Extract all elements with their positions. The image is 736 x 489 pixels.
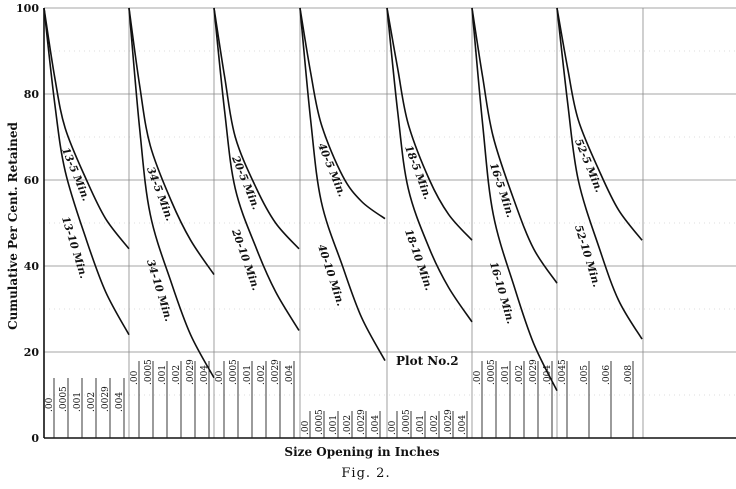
plot-label: Plot No.2 <box>396 354 459 368</box>
series-label: 52-10 Min. <box>572 224 602 289</box>
size-opening-label: .006 <box>602 365 612 385</box>
data-series <box>43 7 643 392</box>
size-opening-label: .002 <box>430 415 440 435</box>
size-opening-label: .0005 <box>487 359 497 385</box>
size-opening-label: .001 <box>73 392 83 412</box>
series-label: 13-10 Min. <box>59 215 89 280</box>
size-opening-label: .004 <box>115 392 125 412</box>
size-opening-label: .002 <box>343 415 353 435</box>
size-opening-label: .0029 <box>444 409 454 435</box>
series-line <box>43 7 130 250</box>
size-opening-label: .0029 <box>357 409 367 435</box>
size-opening-label: .002 <box>87 392 97 412</box>
series-line <box>471 7 558 392</box>
size-opening-label: .0005 <box>59 386 69 412</box>
y-axis-label: Cumulative Per Cent. Retained <box>6 121 20 329</box>
y-tick-labels: 0 20 40 60 80 100 <box>16 2 39 445</box>
x-axis-label: Size Opening in Inches <box>284 445 439 459</box>
series-label: 16-10 Min. <box>487 260 516 325</box>
size-opening-label: .004 <box>285 365 295 385</box>
size-opening-label: .00 <box>473 370 483 385</box>
size-opening-label: .00 <box>130 370 140 385</box>
figure-caption: Fig. 2. <box>341 466 390 481</box>
series-line <box>386 7 473 241</box>
series-line <box>43 7 130 336</box>
series-label: 40-5 Min. <box>315 141 348 198</box>
size-opening-label: .002 <box>515 365 525 385</box>
series-line <box>556 7 643 340</box>
series-line <box>471 7 558 284</box>
size-opening-label: .0005 <box>144 359 154 385</box>
size-opening-label: .0005 <box>402 409 412 435</box>
series-line <box>556 7 643 241</box>
series-line <box>386 7 473 323</box>
y-tick-label: 0 <box>31 432 39 445</box>
size-opening-label: .0029 <box>529 359 539 385</box>
size-opening-label: .0029 <box>101 386 111 412</box>
size-opening-label: .001 <box>243 365 253 385</box>
size-opening-label: .0029 <box>271 359 281 385</box>
y-tick-label: 80 <box>24 88 40 101</box>
size-opening-label: .00 <box>215 370 225 385</box>
series-label: 16-5 Min. <box>487 161 516 219</box>
y-tick-label: 100 <box>16 2 39 15</box>
series-line <box>299 7 386 220</box>
size-opening-label: .001 <box>158 365 168 385</box>
size-opening-label: .002 <box>257 365 267 385</box>
size-opening-label: .00 <box>45 397 55 412</box>
size-opening-label: .0029 <box>186 359 196 385</box>
series-label: 20-10 Min. <box>229 227 262 292</box>
y-tick-label: 20 <box>24 346 40 359</box>
size-opening-label: .001 <box>501 365 511 385</box>
size-opening-label: .004 <box>371 415 381 435</box>
size-opening-label: .004 <box>200 365 210 385</box>
series-line <box>128 7 215 276</box>
series-label: 34-10 Min. <box>144 258 174 323</box>
size-opening-label: .0005 <box>315 409 325 435</box>
size-opening-label: .005 <box>580 365 590 385</box>
size-opening-label: .004 <box>458 415 468 435</box>
size-opening-label: .00 <box>388 420 398 435</box>
y-tick-label: 40 <box>24 260 40 273</box>
size-opening-label: .001 <box>416 415 426 435</box>
size-opening-label: .0005 <box>229 359 239 385</box>
size-opening-label: .0045 <box>558 359 568 385</box>
series-line <box>213 7 300 250</box>
size-opening-label: .00 <box>301 420 311 435</box>
series-line <box>299 7 386 361</box>
size-opening-label: .002 <box>172 365 182 385</box>
series-label: 40-10 Min. <box>315 243 346 308</box>
series-line <box>213 7 300 331</box>
series-line <box>128 7 215 379</box>
y-tick-label: 60 <box>24 174 40 187</box>
size-opening-label: .001 <box>329 415 339 435</box>
series-labels: 13-5 Min.13-10 Min.34-5 Min.34-10 Min.20… <box>59 137 605 325</box>
series-label: 18-10 Min. <box>402 228 435 292</box>
axes <box>43 8 736 439</box>
size-opening-label: .008 <box>624 365 634 385</box>
size-opening-marks: .00 .0005 .001 .002 .0029 .004 .00 .0005 .001 .00… <box>45 359 634 438</box>
